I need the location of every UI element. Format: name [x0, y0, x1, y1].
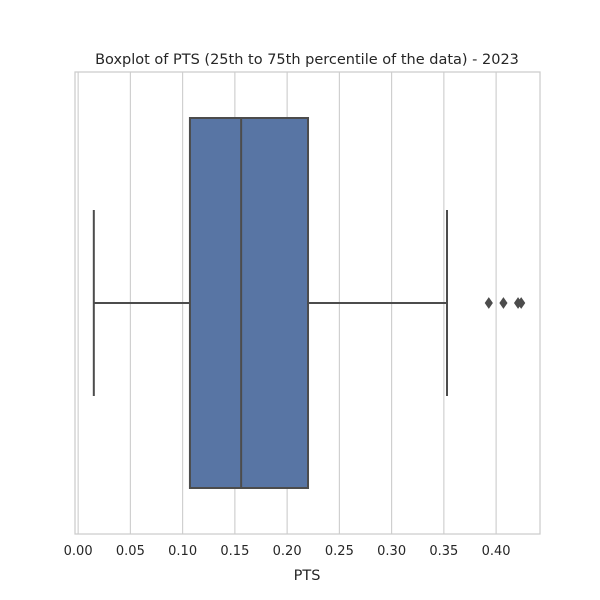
x-axis-ticks: 0.00 0.05 0.10 0.15 0.20 0.25 0.30 0.35 0.40	[64, 544, 511, 559]
x-tick-label: 0.05	[116, 544, 145, 559]
x-tick-label: 0.25	[325, 544, 354, 559]
x-tick-label: 0.30	[377, 544, 406, 559]
outlier-point	[484, 297, 493, 309]
x-tick-label: 0.40	[482, 544, 511, 559]
outlier-point	[517, 297, 526, 309]
box-element	[92, 117, 526, 489]
x-tick-label: 0.20	[273, 544, 302, 559]
x-tick-label: 0.15	[220, 544, 249, 559]
x-axis-label: PTS	[294, 568, 321, 584]
iqr-box	[188, 117, 310, 489]
x-tick-label: 0.00	[64, 544, 93, 559]
plot-frame	[74, 71, 541, 535]
chart-title: Boxplot of PTS (25th to 75th percentile …	[95, 52, 519, 68]
outlier-point	[499, 297, 508, 309]
x-tick-label: 0.35	[429, 544, 458, 559]
x-tick-label: 0.10	[168, 544, 197, 559]
